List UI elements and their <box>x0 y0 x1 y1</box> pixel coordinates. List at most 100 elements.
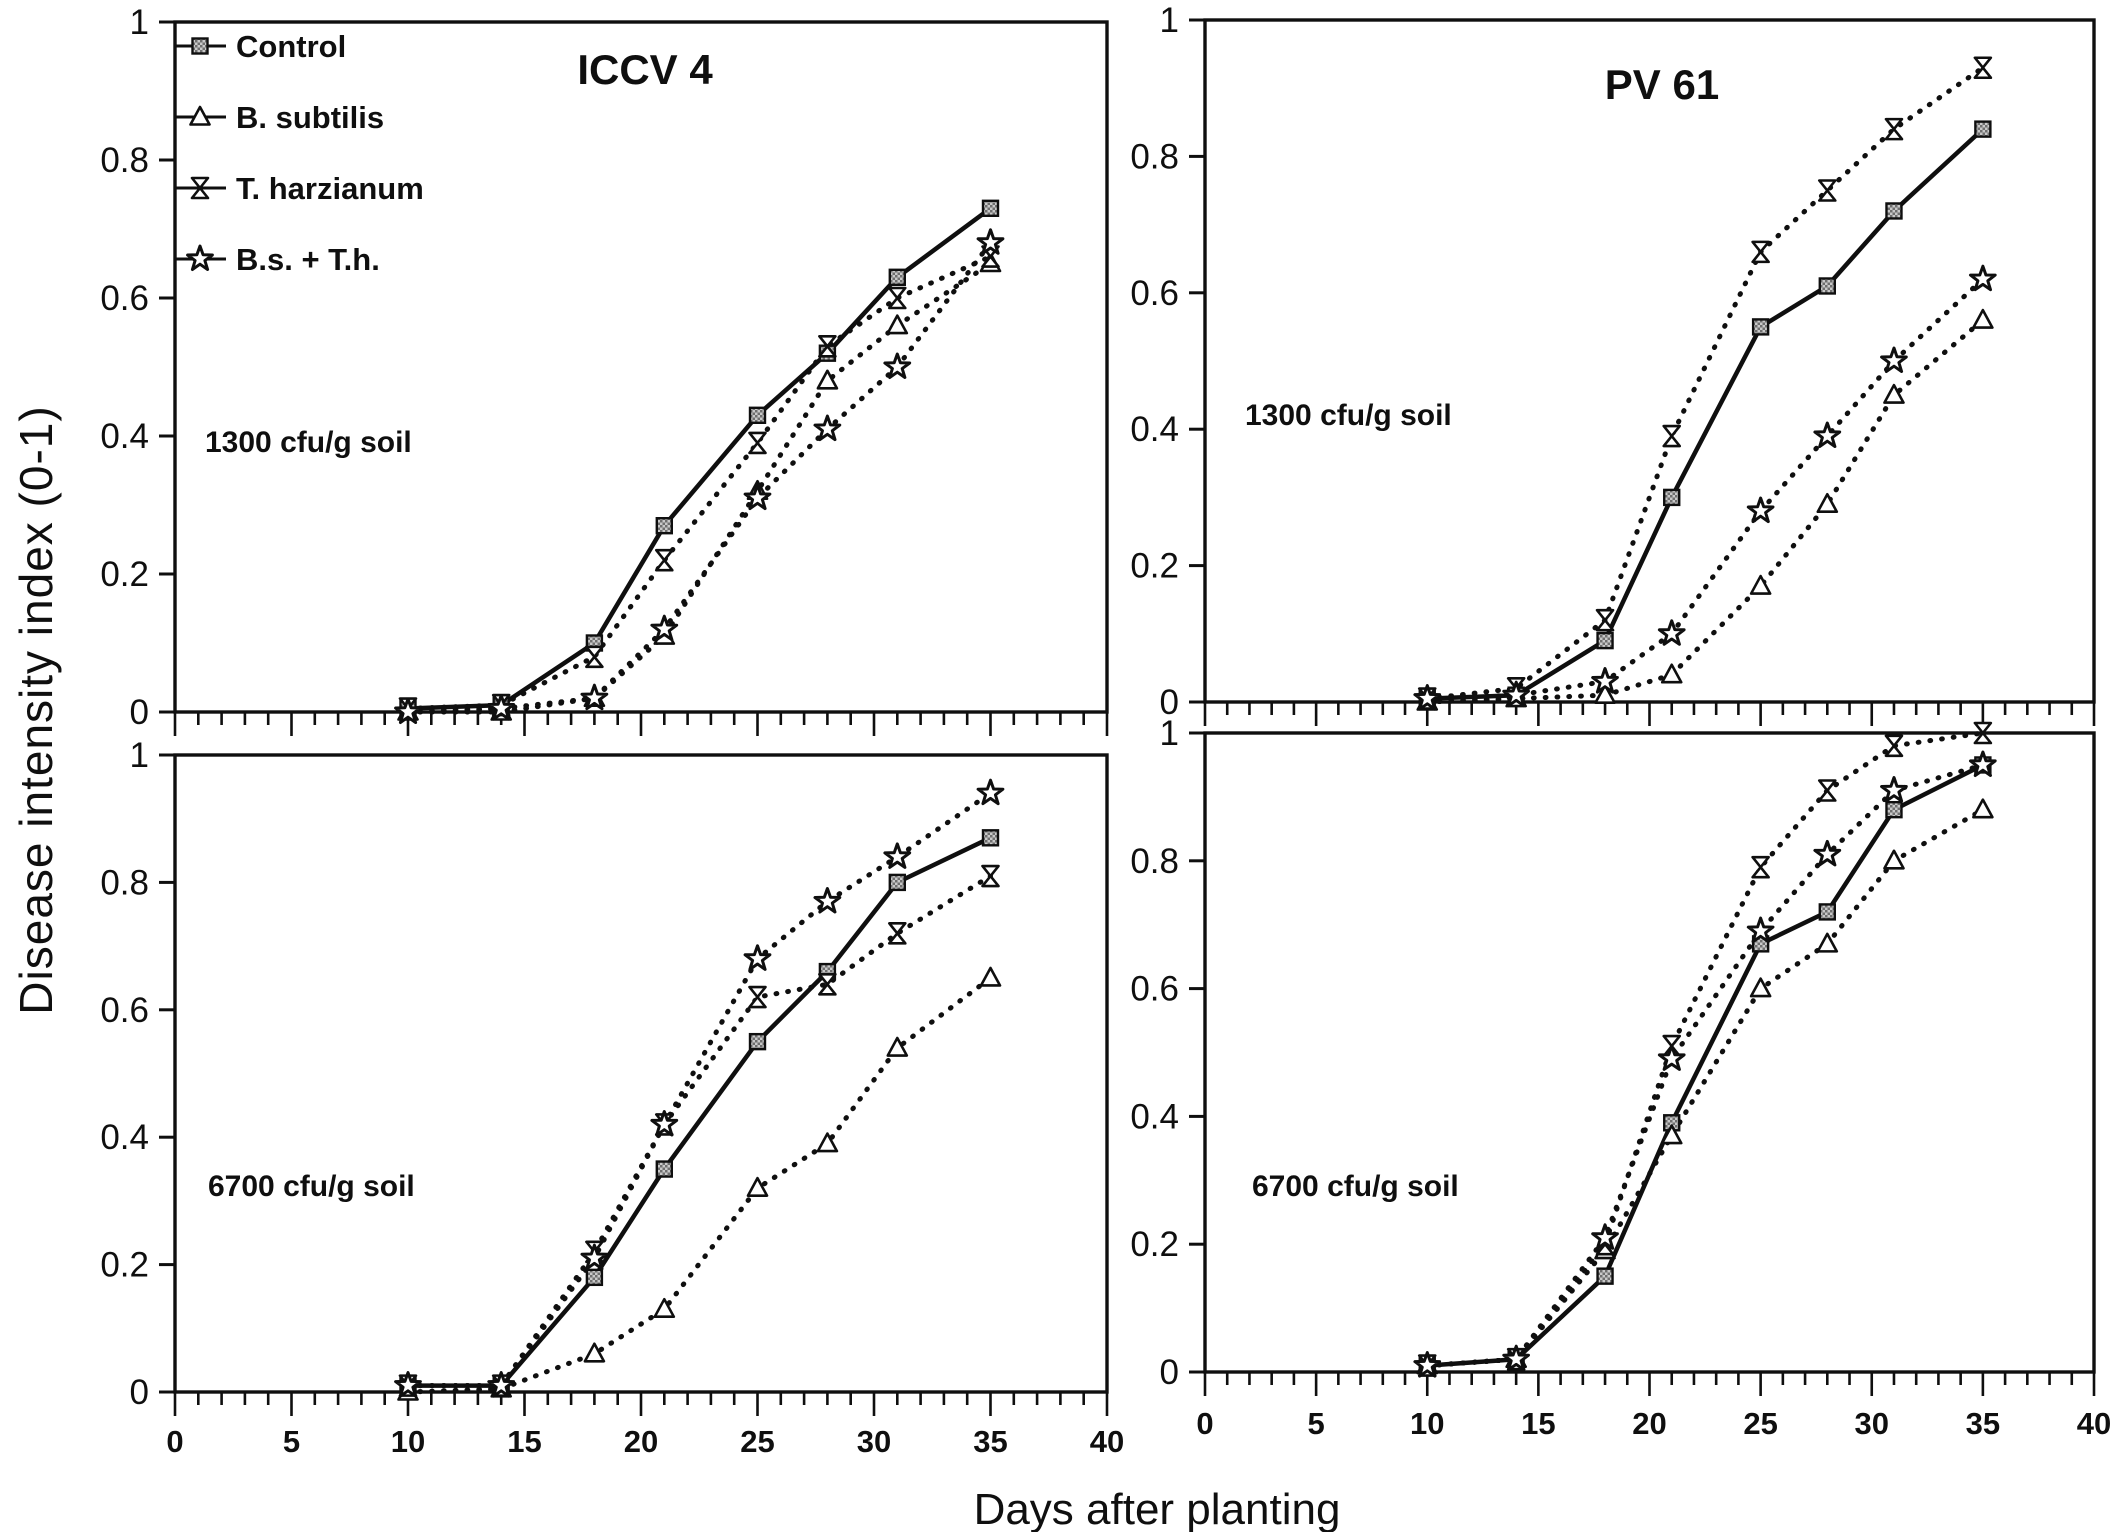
x-tick-label: 40 <box>2077 1406 2111 1441</box>
marker-hourglass <box>1884 734 1904 758</box>
marker-star <box>1813 421 1842 448</box>
y-tick-label: 0 <box>1160 1353 1179 1392</box>
series-line-star <box>1424 762 1986 1369</box>
marker-hourglass <box>1595 608 1615 632</box>
marker-square <box>655 1160 673 1178</box>
panel-annotation: 6700 cfu/g soil <box>1252 1170 1459 1203</box>
series-line-star <box>1424 276 1986 702</box>
x-tick-label: 10 <box>1410 1406 1444 1441</box>
marker-hourglass <box>1884 117 1904 141</box>
series-line-square <box>1427 762 1984 1368</box>
marker-star <box>1746 916 1775 944</box>
marker-hourglass <box>655 548 674 572</box>
marker-hourglass <box>888 922 907 945</box>
marker-star <box>1413 684 1442 711</box>
marker-triangle <box>1749 977 1772 998</box>
marker-hourglass <box>888 286 907 310</box>
legend-label: T. harzianum <box>236 171 424 206</box>
panels-container: 0 0.2 0.4 0.6 0.8 1 ICCV 4 1300 cfu/g soil Contr… <box>100 1 2111 1459</box>
marker-square <box>1596 1267 1614 1285</box>
marker-triangle <box>1972 308 1994 329</box>
marker-square <box>1818 903 1837 921</box>
x-tick-label: 5 <box>283 1424 300 1459</box>
series-line-square <box>407 206 992 711</box>
marker-star <box>743 483 772 511</box>
marker-square <box>1885 202 1903 220</box>
y-tick-label: 0.6 <box>1130 970 1179 1009</box>
marker-star <box>813 414 842 442</box>
marker-hourglass <box>1818 779 1837 802</box>
y-tick-label: 0.4 <box>1130 1097 1179 1136</box>
x-tick-label: 30 <box>857 1424 891 1459</box>
x-tick-label: 35 <box>973 1424 1007 1459</box>
series-line-hourglass <box>1424 65 1986 702</box>
series-line-square <box>408 835 992 1388</box>
marker-square <box>1818 277 1837 295</box>
marker-star <box>976 778 1005 806</box>
legend-label: B. subtilis <box>236 100 384 135</box>
marker-hourglass <box>818 973 837 996</box>
series-line-square <box>1427 127 1985 701</box>
marker-triangle <box>1749 574 1772 595</box>
panel-annotation: 6700 cfu/g soil <box>208 1170 415 1203</box>
y-tick-label: 0.6 <box>100 991 149 1030</box>
series-line-star <box>405 790 993 1389</box>
marker-star <box>1746 496 1775 524</box>
marker-triangle <box>1883 383 1905 404</box>
x-tick-label: 15 <box>507 1424 541 1459</box>
marker-star <box>394 1371 422 1398</box>
marker-square <box>1974 120 1992 138</box>
y-tick-label: 0 <box>130 693 149 732</box>
marker-star <box>1969 264 1997 292</box>
marker-star <box>1591 1223 1619 1250</box>
marker-hourglass <box>1818 179 1837 202</box>
marker-star <box>186 244 214 271</box>
series-line-hourglass <box>405 254 993 711</box>
y-tick-label: 1 <box>130 3 149 42</box>
marker-square <box>585 1268 604 1287</box>
marker-hourglass <box>981 864 1000 888</box>
marker-square <box>191 37 209 55</box>
marker-star <box>1502 680 1530 708</box>
marker-square <box>981 199 1000 218</box>
x-tick-label: 25 <box>1743 1406 1777 1441</box>
marker-triangle <box>583 1342 606 1363</box>
marker-star <box>487 694 516 721</box>
marker-triangle <box>1972 798 1994 819</box>
marker-star <box>1813 839 1842 867</box>
x-tick-label: 30 <box>1855 1406 1889 1441</box>
panel-frame <box>1203 731 2096 1374</box>
x-tick-label: 10 <box>391 1424 425 1459</box>
x-tick-label: 35 <box>1966 1406 2000 1441</box>
marker-triangle <box>189 105 211 126</box>
x-axis-title: Days after planting <box>974 1485 1341 1532</box>
marker-hourglass <box>1973 721 1993 745</box>
marker-square <box>1751 318 1770 336</box>
marker-hourglass <box>585 645 604 669</box>
marker-square <box>748 406 767 424</box>
marker-star <box>394 697 422 724</box>
marker-triangle <box>1816 932 1839 953</box>
x-tick-label: 15 <box>1521 1406 1555 1441</box>
marker-star <box>1591 667 1619 694</box>
y-tick-label: 0.2 <box>100 555 149 594</box>
panel-annotation: 1300 cfu/g soil <box>205 426 412 459</box>
y-tick-label: 0.2 <box>1130 1225 1179 1264</box>
marker-square <box>981 829 1000 847</box>
marker-star <box>1880 346 1908 373</box>
marker-square <box>888 268 906 286</box>
series-line-triangle <box>1424 807 1986 1369</box>
series-line-triangle <box>405 975 993 1395</box>
y-tick-label: 0.8 <box>1130 137 1179 176</box>
x-tick-label: 20 <box>624 1424 658 1459</box>
series-line-hourglass <box>1424 730 1986 1369</box>
marker-triangle <box>1660 1124 1683 1145</box>
y-tick-label: 0.4 <box>100 1118 149 1157</box>
x-tick-label: 20 <box>1632 1406 1666 1441</box>
marker-star <box>883 842 912 869</box>
x-tick-label: 0 <box>166 1424 183 1459</box>
marker-hourglass <box>748 985 767 1009</box>
marker-hourglass <box>1751 240 1770 264</box>
marker-triangle <box>1660 663 1683 684</box>
